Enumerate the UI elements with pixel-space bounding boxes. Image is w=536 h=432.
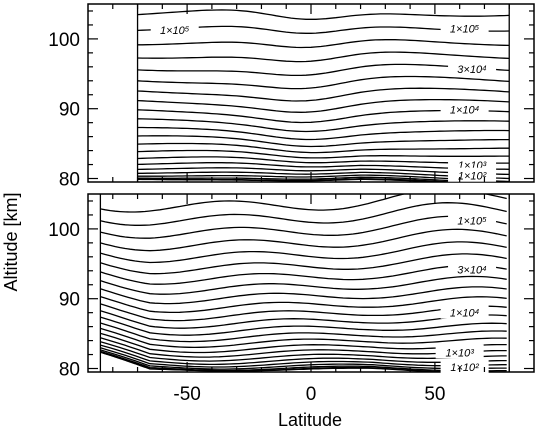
contour-line [100,322,507,343]
axes: 80 90 100 80 90 100 -50 0 50 [48,4,534,405]
contour-label-bg [440,304,489,319]
contour-line [100,327,507,349]
contour-line [137,156,510,164]
contour-label: 1×10³ [445,347,474,359]
contour-line [137,171,510,180]
contour-line [137,176,489,182]
contour-line [100,286,507,305]
contour-line [100,349,507,370]
contour-line [100,303,507,322]
x-axis-label: Latitude [278,410,342,430]
contour-line [137,118,510,133]
y-tick-label: 100 [48,30,80,51]
y-tick-label: 80 [59,170,80,191]
contour-label: 1×10⁵ [160,25,190,37]
contour-line [100,253,507,275]
contour-label: 3×10⁴ [457,264,487,276]
y-tick-label: 80 [59,360,80,381]
contour-line [137,149,510,159]
contour-line [100,215,507,239]
contour-line [100,316,507,336]
contour-line [137,174,510,182]
contour-labels: 1×10⁵ 1×10⁵ 3×10⁴ 1×10⁴ 1×10³ 1×10² 1×10⁵ 3×10⁴… [150,20,497,374]
contour-line [137,87,510,102]
contour-line [137,39,510,49]
contour-line [137,51,510,63]
contour-line [100,194,507,213]
contour-label: 1×10⁴ [450,104,480,116]
contour-label: 1×10⁴ [450,308,480,320]
contour-line [137,98,510,113]
y-tick-label: 90 [59,290,80,311]
contour-line [137,75,510,90]
contour-line [100,264,507,285]
y-tick-label: 100 [48,220,80,241]
contour-label-bg [448,60,497,75]
y-tick-label: 90 [59,100,80,121]
x-tick-label: -50 [173,384,200,405]
contour-label-bg [440,101,489,116]
x-tick-label: 0 [306,384,317,405]
contour-line [137,9,510,20]
contour-line [100,241,507,264]
contour-line [137,63,510,77]
contour-line [100,202,507,226]
contour-label-bg [150,21,199,36]
contour-line [100,275,507,295]
contour-line [137,167,510,176]
contour-label: 1×10² [450,362,479,374]
contour-line [137,126,510,141]
contour-line [100,295,507,314]
contour-label: 3×10⁴ [457,64,487,76]
contour-label: 1×10⁵ [450,23,480,35]
contour-label-bg [440,359,489,374]
contour-label: 1×10² [458,171,487,183]
contour-label-bg [448,261,497,276]
y-axis-label: Altitude [km] [1,192,21,291]
contour-line [100,344,507,366]
contour-line [100,350,507,372]
contour-label: 1×10⁵ [457,216,487,228]
contour-line [100,228,507,252]
contour-label-bg [448,212,497,227]
contour-label-bg [440,20,489,35]
contour-line [137,135,510,148]
contour-line [100,347,507,368]
contour-lines [100,9,510,372]
contour-line [137,162,510,170]
x-tick-label: 50 [424,384,445,405]
contour-line [100,310,507,329]
contour-line [137,142,510,154]
contour-label-bg [435,344,484,359]
